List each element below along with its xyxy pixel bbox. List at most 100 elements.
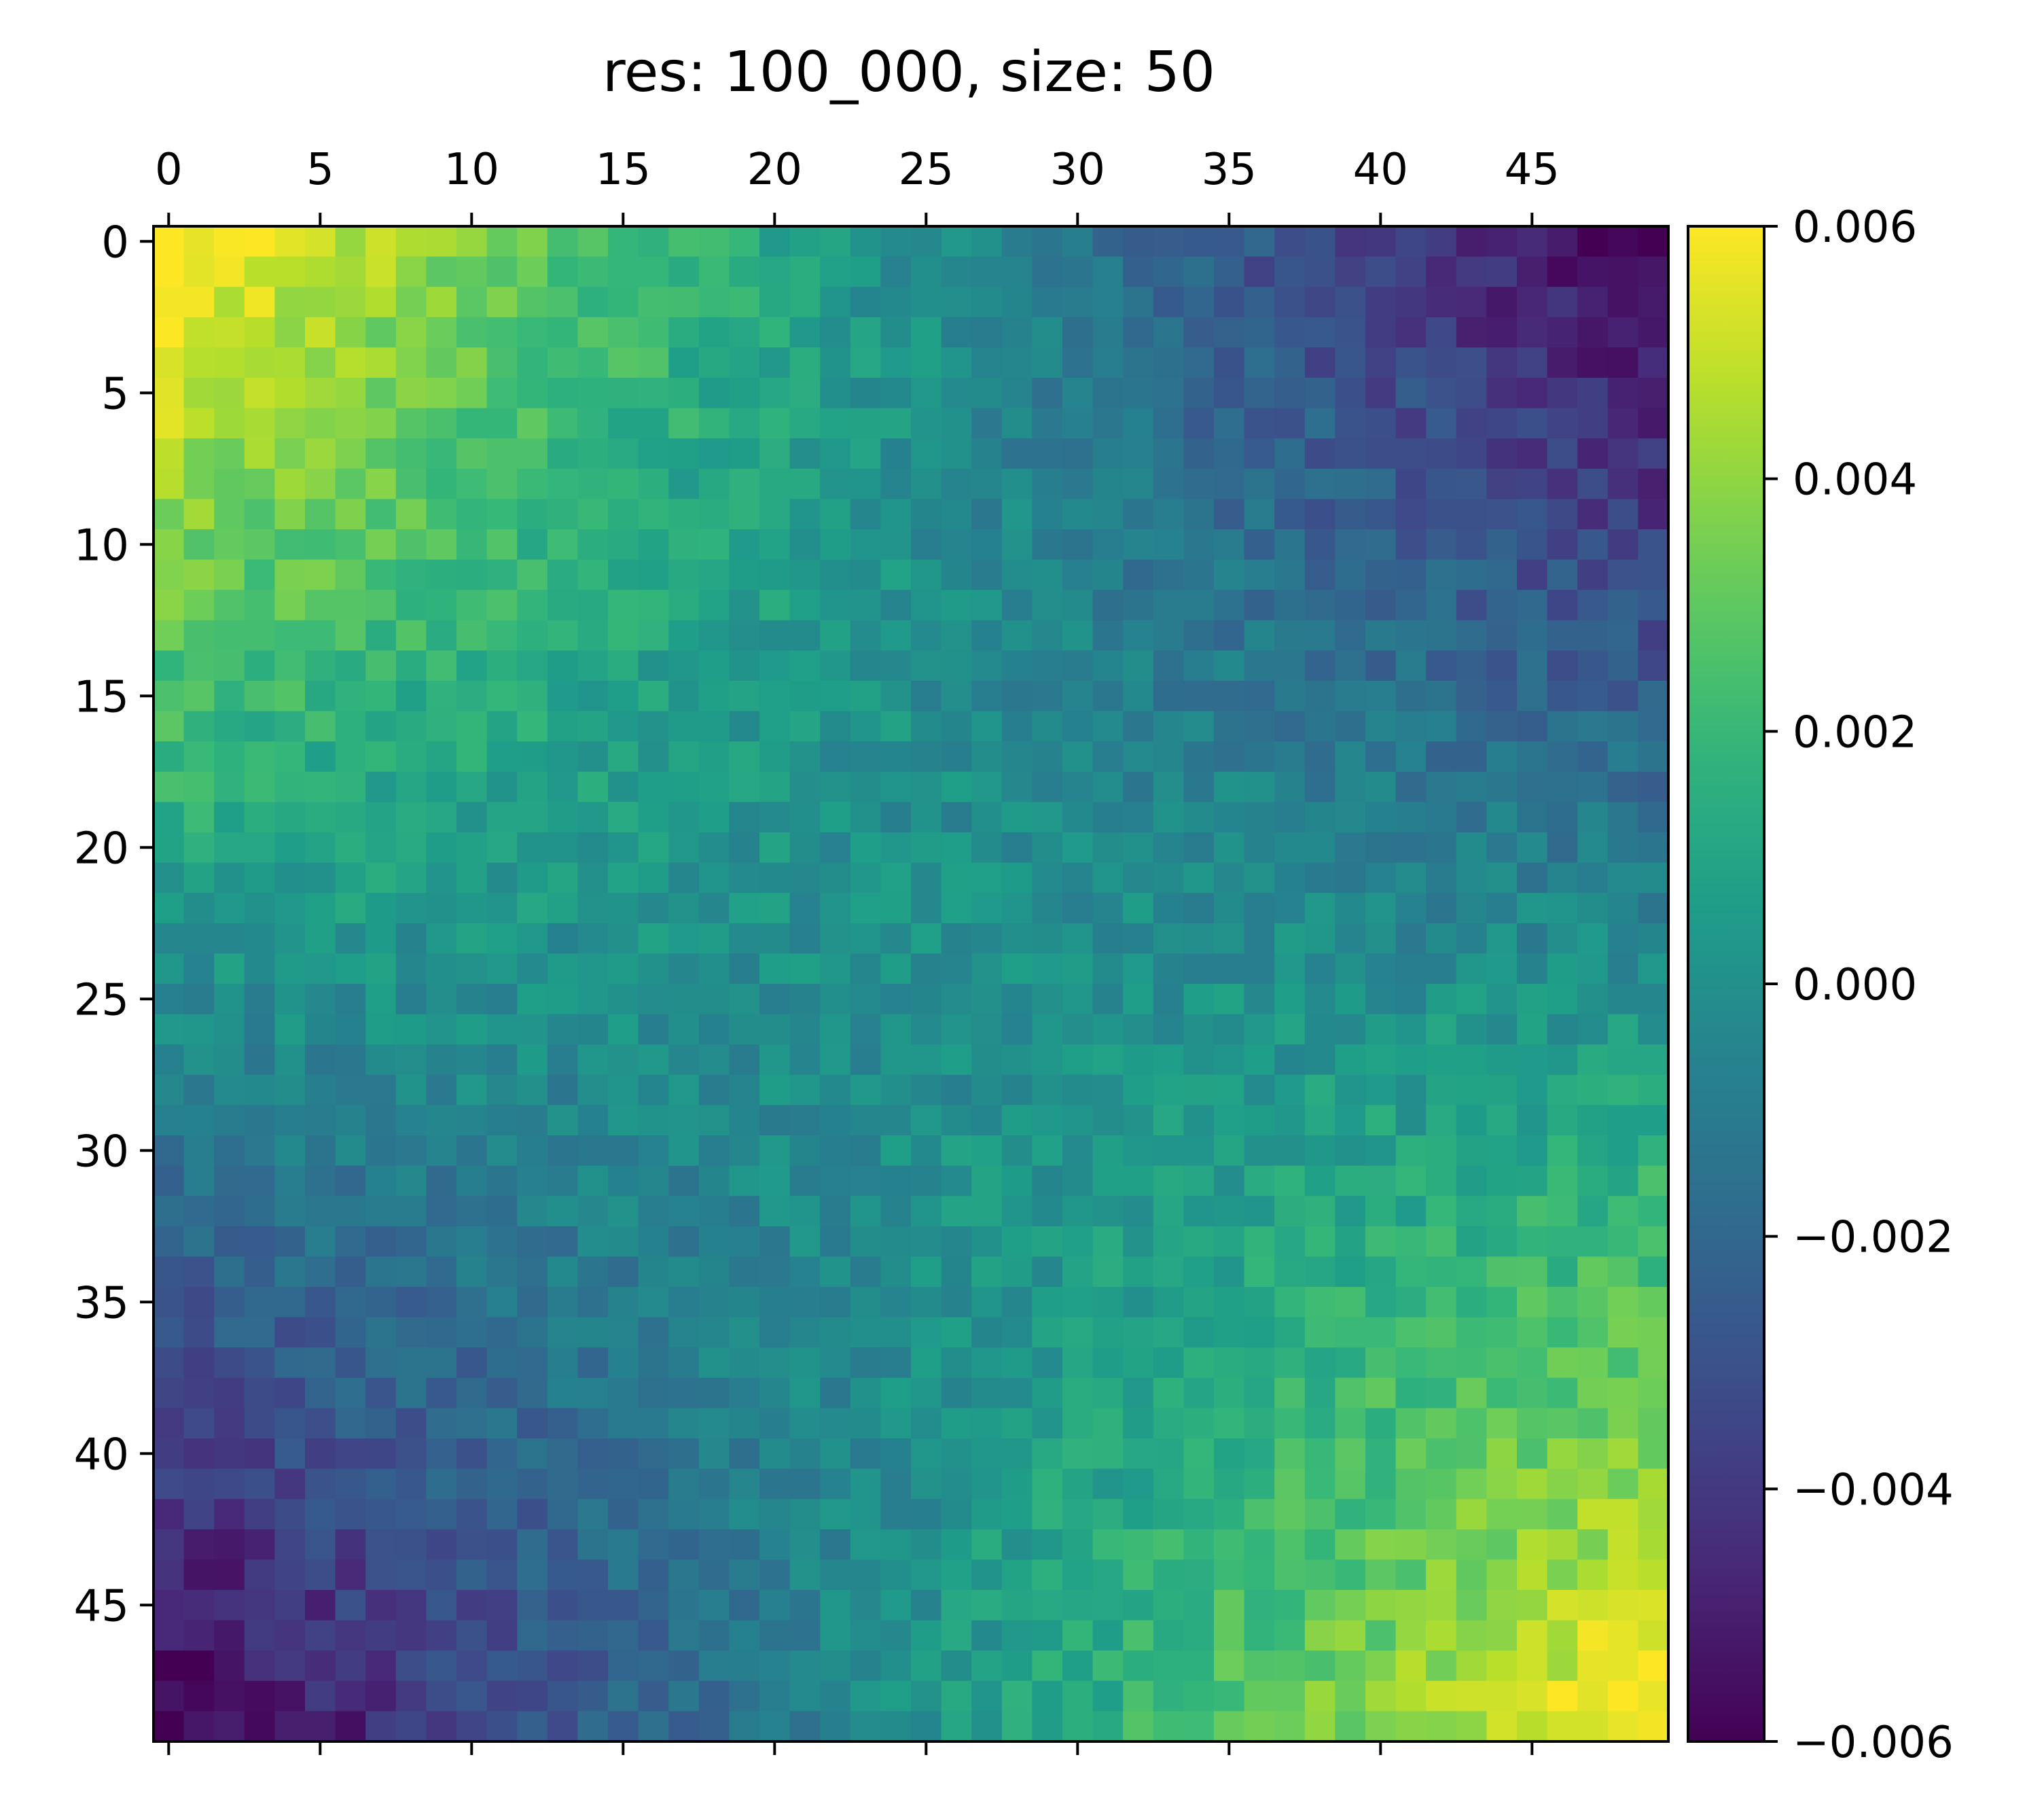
heatmap-cell	[1153, 832, 1184, 864]
heatmap-cell	[1517, 862, 1548, 893]
heatmap-cell	[1214, 1196, 1245, 1227]
heatmap-cell	[1517, 1014, 1548, 1045]
heatmap-cell	[789, 620, 821, 651]
heatmap-cell	[577, 1044, 609, 1076]
heatmap-cell	[1092, 1196, 1124, 1227]
heatmap-cell	[1335, 1711, 1366, 1742]
heatmap-cell	[1395, 802, 1427, 833]
heatmap-cell	[517, 438, 548, 470]
heatmap-cell	[1426, 499, 1457, 530]
heatmap-cell	[729, 1559, 760, 1591]
heatmap-cell	[1638, 1590, 1669, 1621]
heatmap-cell	[698, 1135, 730, 1167]
heatmap-cell	[638, 287, 669, 318]
heatmap-cell	[517, 1044, 548, 1076]
heatmap-cell	[426, 468, 457, 499]
heatmap-cell	[1153, 1347, 1184, 1379]
heatmap-cell	[395, 1711, 427, 1742]
heatmap-cell	[1214, 893, 1245, 924]
heatmap-cell	[456, 499, 488, 530]
heatmap-cell	[274, 1014, 306, 1045]
heatmap-cell	[547, 1226, 578, 1257]
heatmap-cell	[1547, 1014, 1578, 1045]
heatmap-cell	[456, 1377, 488, 1409]
heatmap-cell	[154, 1226, 185, 1257]
heatmap-cell	[577, 590, 609, 621]
heatmap-cell	[244, 862, 275, 893]
y-tick-label: 25	[74, 975, 129, 1025]
heatmap-cell	[517, 741, 548, 773]
heatmap-cell	[608, 1590, 639, 1621]
heatmap-cell	[1426, 1711, 1457, 1742]
heatmap-cell	[880, 832, 912, 864]
heatmap-cell	[547, 1680, 578, 1712]
heatmap-cell	[1486, 590, 1518, 621]
heatmap-cell	[305, 711, 336, 742]
heatmap-cell	[486, 590, 518, 621]
heatmap-cell	[789, 317, 821, 348]
heatmap-cell	[911, 1650, 942, 1682]
heatmap-cell	[1577, 347, 1609, 378]
heatmap-cell	[668, 1105, 700, 1136]
heatmap-cell	[1607, 741, 1638, 773]
heatmap-cell	[698, 1287, 730, 1318]
heatmap-cell	[911, 1317, 942, 1348]
heatmap-cell	[335, 711, 366, 742]
heatmap-cell	[154, 408, 185, 439]
heatmap-cell	[941, 1438, 972, 1470]
heatmap-cell	[1092, 741, 1124, 773]
heatmap-cell	[244, 620, 275, 651]
heatmap-cell	[1395, 1105, 1427, 1136]
heatmap-cell	[729, 1468, 760, 1500]
heatmap-cell	[608, 287, 639, 318]
heatmap-cell	[1426, 771, 1457, 802]
heatmap-cell	[1517, 1105, 1548, 1136]
heatmap-cell	[1456, 347, 1487, 378]
heatmap-cell	[1395, 590, 1427, 621]
heatmap-cell	[1426, 1105, 1457, 1136]
heatmap-cell	[759, 317, 791, 348]
heatmap-cell	[1214, 832, 1245, 864]
heatmap-cell	[1517, 438, 1548, 470]
heatmap-cell	[1486, 1680, 1518, 1712]
heatmap-cell	[1395, 984, 1427, 1015]
heatmap-cell	[1304, 1014, 1335, 1045]
heatmap-cell	[1001, 893, 1033, 924]
heatmap-cell	[850, 378, 881, 409]
heatmap-cell	[1486, 1347, 1518, 1379]
heatmap-cell	[1274, 1590, 1306, 1621]
heatmap-cell	[729, 1044, 760, 1076]
heatmap-cell	[1426, 1590, 1457, 1621]
heatmap-cell	[638, 1256, 669, 1288]
heatmap-cell	[1274, 1377, 1306, 1409]
heatmap-cell	[183, 711, 215, 742]
heatmap-cell	[1153, 1559, 1184, 1591]
heatmap-cell	[1577, 468, 1609, 499]
heatmap-cell	[1365, 953, 1397, 985]
heatmap-cell	[1517, 226, 1548, 258]
heatmap-cell	[1304, 590, 1335, 621]
heatmap-cell	[1365, 1438, 1397, 1470]
heatmap-cell	[456, 1196, 488, 1227]
heatmap-cell	[1123, 287, 1154, 318]
heatmap-cell	[911, 1165, 942, 1197]
heatmap-cell	[1304, 1347, 1335, 1379]
heatmap-cell	[880, 1347, 912, 1379]
heatmap-cell	[759, 438, 791, 470]
heatmap-cell	[820, 1044, 851, 1076]
heatmap-cell	[154, 741, 185, 773]
heatmap-cell	[456, 1317, 488, 1348]
heatmap-cell	[729, 378, 760, 409]
heatmap-cell	[1395, 1347, 1427, 1379]
heatmap-cell	[911, 438, 942, 470]
heatmap-cell	[486, 1135, 518, 1167]
heatmap-cell	[1214, 256, 1245, 287]
heatmap-cell	[941, 1377, 972, 1409]
heatmap-cell	[789, 1529, 821, 1560]
heatmap-cell	[154, 1165, 185, 1197]
heatmap-cell	[1032, 1014, 1063, 1045]
heatmap-cell	[1183, 1226, 1215, 1257]
heatmap-cell	[1335, 650, 1366, 681]
heatmap-cell	[214, 317, 245, 348]
x-axis-top: 0 5 10 15 20 25 30 35 40 45	[155, 145, 1560, 226]
